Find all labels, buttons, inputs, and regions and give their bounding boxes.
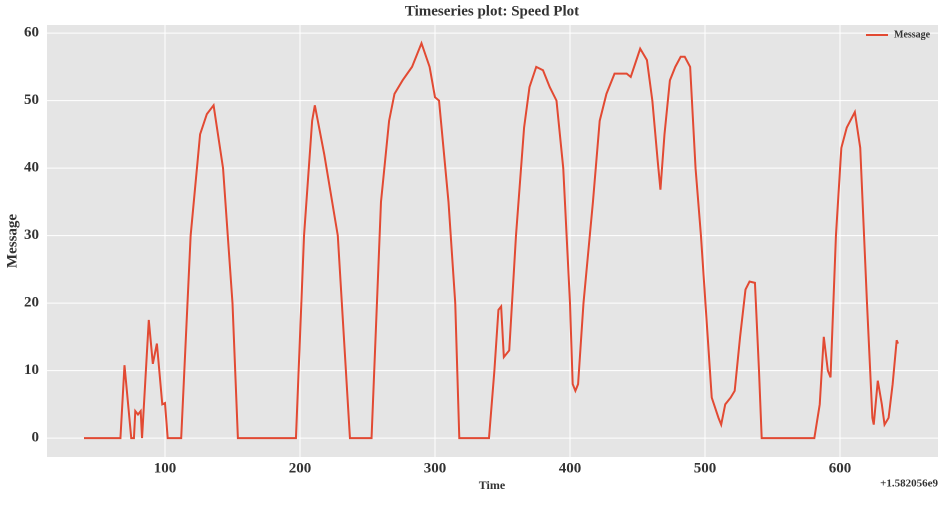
y-tick-label: 0 bbox=[32, 430, 40, 446]
x-tick-label: 100 bbox=[154, 460, 177, 476]
y-tick-label: 30 bbox=[24, 227, 39, 243]
x-axis-label: Time bbox=[479, 478, 506, 492]
y-tick-label: 40 bbox=[24, 160, 39, 176]
legend-label: Message bbox=[894, 29, 931, 40]
chart-title: Timeseries plot: Speed Plot bbox=[405, 3, 579, 19]
x-tick-label: 200 bbox=[289, 460, 312, 476]
x-offset: +1.582056e9 bbox=[880, 478, 938, 490]
y-axis-label: Message bbox=[4, 214, 20, 268]
y-tick-label: 60 bbox=[24, 25, 39, 41]
y-tick-label: 10 bbox=[24, 362, 39, 378]
y-tick-label: 50 bbox=[24, 92, 39, 108]
x-tick-label: 400 bbox=[559, 460, 582, 476]
x-tick-label: 500 bbox=[694, 460, 717, 476]
y-tick-label: 20 bbox=[24, 295, 39, 311]
data-line bbox=[83, 40, 899, 440]
x-tick-label: 600 bbox=[829, 460, 852, 476]
x-tick-label: 300 bbox=[424, 460, 447, 476]
